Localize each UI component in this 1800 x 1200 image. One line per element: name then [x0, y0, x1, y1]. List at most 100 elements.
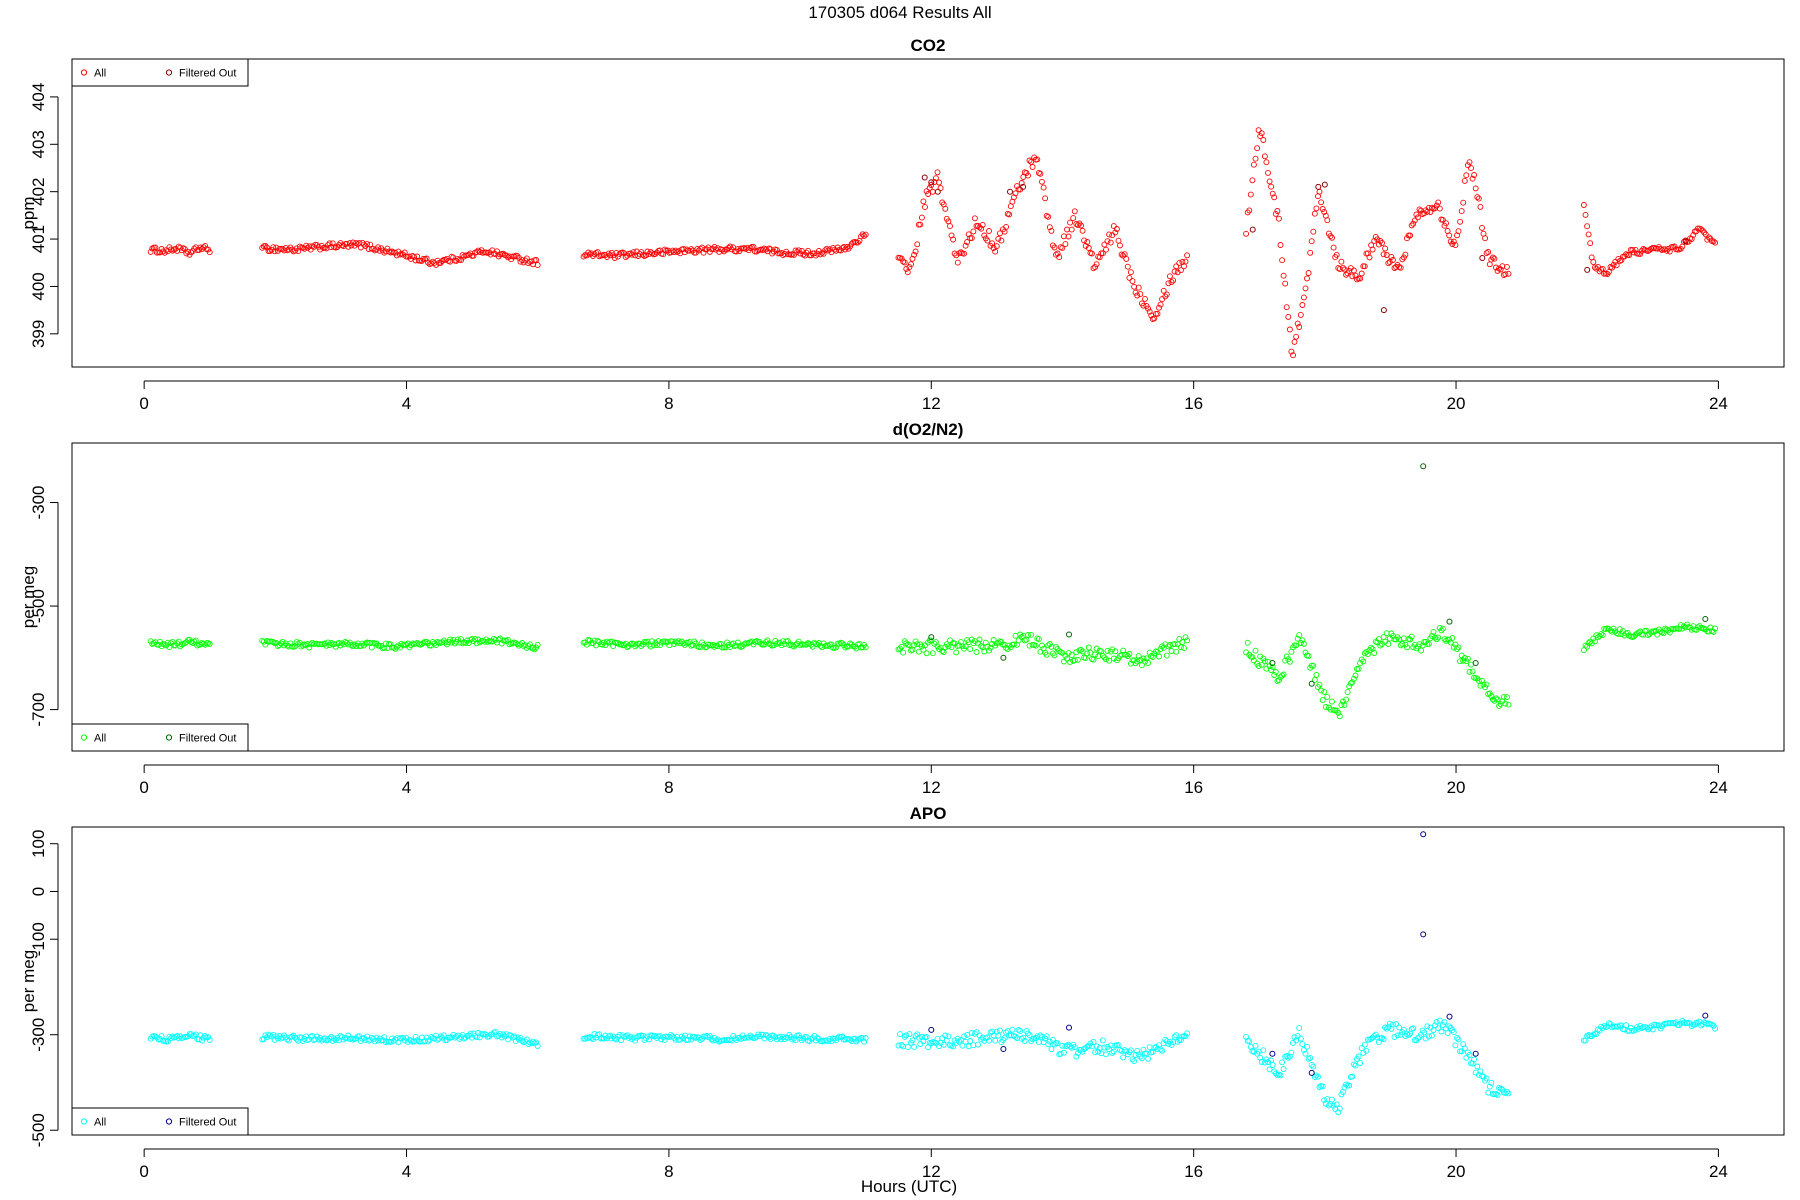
data-point-all	[1637, 250, 1644, 257]
data-point-all	[1407, 636, 1414, 643]
data-point-all	[260, 1036, 267, 1042]
data-point-all	[727, 243, 734, 250]
data-point-all	[1455, 1036, 1462, 1043]
data-point-all	[1170, 277, 1177, 284]
data-point-all	[1308, 238, 1315, 245]
data-point-all	[1349, 1073, 1356, 1080]
data-point-all	[1182, 258, 1189, 265]
data-point-all	[914, 241, 921, 248]
data-point-all	[1410, 1025, 1417, 1032]
data-point-all	[1474, 194, 1481, 201]
data-point-all	[1056, 254, 1063, 261]
data-point-all	[1466, 1052, 1473, 1058]
data-point-all	[815, 248, 822, 254]
data-point-all	[904, 1044, 911, 1051]
data-point-all	[1505, 270, 1512, 277]
data-point-all	[262, 243, 269, 249]
data-point-all	[1113, 657, 1120, 664]
data-point-all	[934, 169, 941, 176]
data-point-all	[1064, 655, 1070, 662]
data-point-all	[437, 1033, 444, 1040]
data-point-all	[1068, 226, 1075, 233]
data-point-all	[387, 641, 394, 648]
data-point-all	[1255, 663, 1262, 669]
data-point-all	[1283, 304, 1290, 311]
data-point-all	[1029, 164, 1036, 170]
data-point-all	[1149, 654, 1156, 660]
data-point-all	[1585, 231, 1592, 238]
data-point-all	[1613, 262, 1620, 269]
data-point-all	[1439, 216, 1446, 223]
data-point-all	[956, 642, 963, 649]
data-point-all	[1399, 640, 1406, 647]
data-point-all	[1590, 1031, 1597, 1038]
data-point-all	[639, 251, 646, 258]
data-point-all	[328, 1034, 335, 1040]
data-point-all	[1335, 1109, 1342, 1116]
data-point-all	[1131, 657, 1138, 664]
data-point-all	[439, 258, 446, 264]
data-point-all	[784, 638, 791, 644]
data-point-all	[580, 253, 587, 260]
data-point-all	[350, 643, 356, 650]
data-point-all	[981, 232, 988, 239]
data-point-all	[993, 1028, 1000, 1035]
data-point-all	[289, 1033, 295, 1040]
data-point-all	[1025, 632, 1031, 638]
data-point-all	[1145, 660, 1152, 666]
data-point-all	[1060, 658, 1067, 665]
data-point-all	[473, 640, 480, 647]
data-point-all	[1635, 250, 1642, 257]
data-point-all	[1439, 625, 1446, 632]
data-point-all	[942, 644, 949, 651]
data-point-all	[722, 246, 729, 253]
data-point-all	[986, 1037, 992, 1044]
data-point-all	[1291, 642, 1298, 649]
data-point-all	[1463, 172, 1470, 179]
data-point-all	[1062, 241, 1069, 248]
x-tick-label: 20	[1447, 394, 1466, 413]
data-point-all	[667, 1031, 674, 1038]
data-point-all	[1380, 1036, 1387, 1042]
data-point-all	[1046, 224, 1053, 231]
data-point-all	[700, 249, 707, 256]
data-point-all	[1142, 295, 1148, 302]
data-point-all	[1098, 1050, 1105, 1057]
data-point-all	[1630, 633, 1637, 640]
data-point-all	[1458, 208, 1465, 215]
data-point-all	[945, 643, 952, 650]
data-point-all	[1110, 1048, 1117, 1055]
data-point-all	[995, 639, 1002, 646]
data-point-all	[1040, 645, 1047, 652]
data-point-all	[1288, 348, 1295, 355]
data-point-all	[1489, 254, 1496, 261]
data-point-all	[1282, 280, 1289, 287]
data-point-all	[1477, 203, 1484, 210]
data-point-all	[1450, 1029, 1457, 1036]
data-point-all	[764, 637, 771, 644]
data-point-all	[1391, 1034, 1398, 1040]
data-point-all	[1043, 651, 1050, 658]
data-point-all	[1436, 205, 1443, 212]
data-point-all	[1482, 235, 1489, 242]
panel-apo: APO 0 4 8 12 16 20 24 -500 -300 -100 0 100 per meg All…	[19, 804, 1785, 1181]
data-point-all	[1123, 651, 1130, 658]
data-point-all	[614, 639, 621, 646]
data-point-all	[1134, 1047, 1141, 1054]
data-point-all	[1040, 184, 1047, 191]
data-point-all	[1268, 667, 1275, 673]
data-point-all	[942, 1032, 949, 1039]
data-point-all	[1090, 265, 1097, 272]
data-point-all	[498, 1034, 505, 1041]
data-point-all	[1433, 1018, 1440, 1025]
data-point-all	[734, 639, 741, 646]
data-point-all	[1443, 220, 1449, 227]
data-point-filtered	[1066, 1024, 1072, 1031]
data-point-all	[914, 641, 921, 648]
data-point-all	[1626, 252, 1633, 258]
data-point-all	[1503, 694, 1510, 701]
data-point-all	[825, 247, 832, 254]
data-point-all	[1313, 205, 1320, 212]
data-point-all	[1343, 696, 1350, 703]
data-point-all	[1363, 1047, 1370, 1054]
